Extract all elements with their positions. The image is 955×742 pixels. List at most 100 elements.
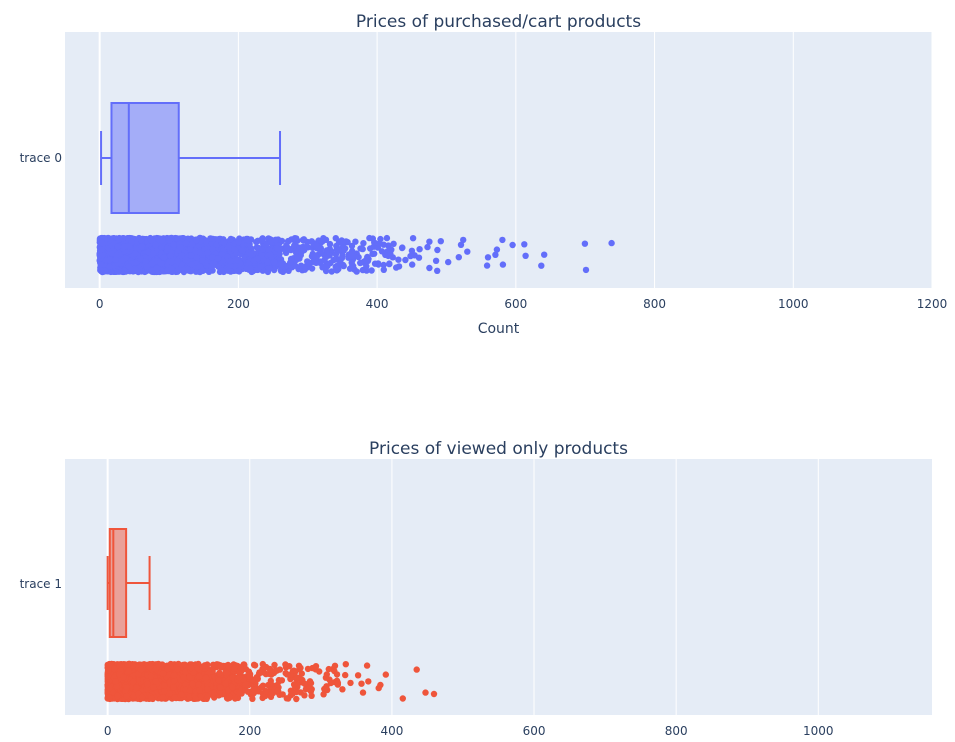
data-point — [238, 247, 246, 254]
data-point — [383, 234, 391, 242]
data-point — [273, 245, 281, 252]
data-point — [178, 252, 185, 259]
data-point — [188, 252, 195, 259]
data-point — [209, 245, 216, 253]
data-point — [424, 243, 431, 251]
data-point — [199, 257, 206, 264]
data-point — [177, 244, 184, 251]
data-point — [320, 235, 327, 242]
x-tick-label: 1000 — [778, 297, 809, 311]
data-point — [175, 266, 182, 273]
data-point — [399, 695, 406, 702]
chart-title: Prices of purchased/cart products — [356, 12, 641, 32]
data-point — [235, 689, 243, 697]
data-point — [271, 661, 278, 669]
data-point — [209, 254, 216, 261]
x-tick-label: 600 — [504, 297, 527, 311]
data-point — [186, 687, 194, 695]
data-point — [402, 256, 409, 264]
data-point — [245, 237, 253, 244]
data-point — [376, 240, 383, 247]
data-point — [97, 267, 104, 274]
data-point — [170, 241, 177, 248]
data-point — [312, 253, 320, 260]
data-point — [375, 684, 382, 692]
data-point — [199, 267, 206, 274]
x-tick-label: 400 — [366, 297, 389, 311]
data-point — [289, 690, 296, 697]
data-point — [390, 240, 397, 247]
data-point — [342, 671, 349, 679]
data-point — [97, 261, 105, 268]
data-point — [582, 266, 590, 274]
data-point — [146, 663, 154, 671]
data-point — [323, 247, 330, 254]
data-point — [312, 663, 320, 670]
data-point — [297, 262, 305, 269]
data-point — [229, 674, 236, 682]
data-point — [283, 695, 290, 702]
data-point — [99, 251, 106, 258]
data-point — [223, 669, 231, 677]
data-point — [279, 268, 287, 275]
data-point — [293, 695, 300, 703]
data-point — [430, 690, 438, 698]
data-point — [455, 254, 462, 261]
data-point — [349, 248, 356, 255]
box-iqr — [108, 528, 128, 638]
data-point — [174, 258, 181, 265]
data-point — [154, 265, 161, 272]
x-tick-label: 0 — [96, 297, 104, 311]
data-point — [371, 250, 378, 257]
data-point — [193, 254, 200, 261]
box-iqr — [110, 102, 180, 214]
data-point — [98, 239, 106, 247]
data-point — [334, 681, 341, 688]
data-point — [330, 256, 337, 264]
data-point — [368, 267, 375, 274]
data-point — [299, 236, 307, 244]
data-point — [457, 241, 465, 248]
data-point — [328, 268, 335, 275]
data-point — [320, 691, 327, 698]
data-point — [204, 685, 211, 693]
data-point — [138, 243, 145, 250]
data-point — [541, 251, 548, 258]
data-point — [413, 666, 420, 673]
data-point — [215, 255, 222, 262]
data-point — [483, 262, 491, 269]
data-point — [168, 265, 175, 272]
data-point — [270, 259, 278, 266]
data-point — [395, 263, 403, 270]
data-point — [208, 235, 215, 242]
data-point — [188, 261, 195, 268]
data-point — [267, 677, 274, 685]
data-point — [365, 678, 372, 685]
data-point — [347, 253, 355, 260]
data-point — [340, 247, 347, 254]
data-point — [375, 261, 382, 268]
data-point — [407, 252, 414, 260]
data-point — [204, 249, 211, 256]
data-point — [409, 261, 416, 268]
data-point — [363, 662, 371, 669]
data-point — [255, 244, 262, 252]
data-point — [272, 236, 279, 243]
data-point — [181, 661, 188, 668]
data-point — [307, 679, 315, 687]
data-point — [249, 695, 256, 702]
data-point — [445, 258, 452, 266]
data-point — [538, 262, 545, 269]
data-point — [182, 239, 190, 247]
data-point — [265, 246, 272, 254]
data-point — [357, 245, 364, 252]
data-point — [132, 266, 139, 273]
data-point — [499, 261, 507, 268]
data-point — [222, 680, 229, 687]
data-point — [325, 665, 332, 673]
data-point — [460, 236, 467, 244]
data-point — [282, 661, 289, 668]
data-point — [121, 267, 129, 275]
